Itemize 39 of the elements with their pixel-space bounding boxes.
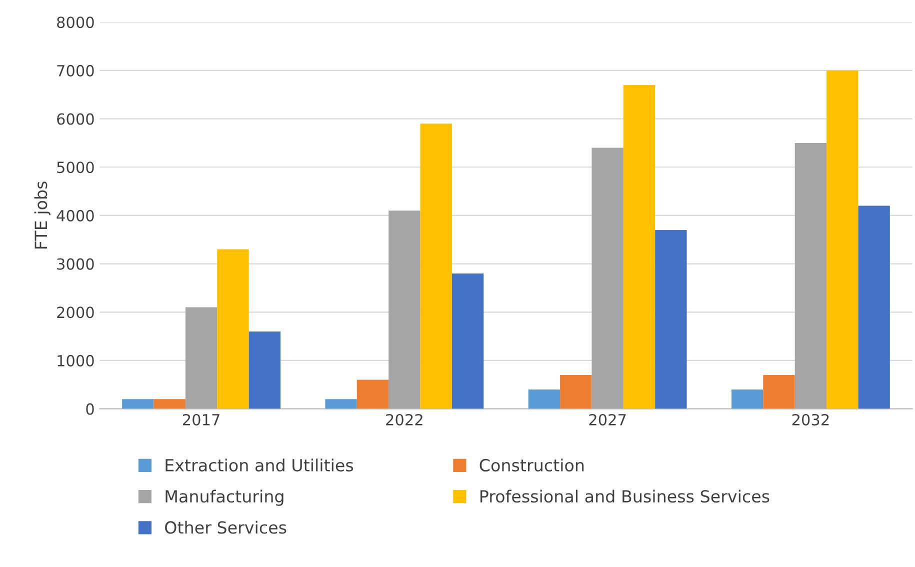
bar <box>248 331 281 409</box>
bar <box>122 399 154 409</box>
legend-label: Other Services <box>165 520 286 534</box>
bar <box>858 206 890 409</box>
bar <box>356 380 389 409</box>
x-tick-label: 2022 <box>386 414 422 426</box>
legend-label: Manufacturing <box>166 490 284 506</box>
bar <box>217 249 249 409</box>
bar <box>154 399 186 409</box>
bar <box>388 210 420 409</box>
bar <box>623 84 656 409</box>
bar <box>655 230 687 409</box>
bar <box>731 389 764 409</box>
bar <box>794 142 827 409</box>
bar <box>826 70 858 409</box>
bar <box>763 374 795 409</box>
bar <box>420 124 452 409</box>
x-tick-label: 2017 <box>182 414 220 426</box>
x-tick-label: 2032 <box>792 414 829 426</box>
y-tick-label: 0 <box>86 403 94 415</box>
bar <box>592 148 624 409</box>
bar <box>528 389 560 409</box>
y-tick-label: 2000 <box>57 306 94 318</box>
bar <box>325 399 357 409</box>
y-tick-label: 5000 <box>57 162 94 174</box>
legend-label: Extraction and Utilities <box>166 458 354 472</box>
bar <box>452 273 484 409</box>
y-tick-label: 6000 <box>57 113 94 125</box>
y-tick-label: 8000 <box>57 16 94 28</box>
legend-label: Construction <box>480 458 584 472</box>
x-tick-label: 2027 <box>589 414 626 426</box>
y-tick-label: 1000 <box>58 354 94 366</box>
bar <box>560 374 592 409</box>
y-axis-title: FTE jobs <box>34 182 50 249</box>
legend-label: Professional and Business Services <box>480 490 770 503</box>
y-tick-label: 7000 <box>57 64 94 76</box>
y-tick-label: 3000 <box>57 258 94 270</box>
bar <box>185 307 218 409</box>
y-tick-label: 4000 <box>56 210 94 222</box>
